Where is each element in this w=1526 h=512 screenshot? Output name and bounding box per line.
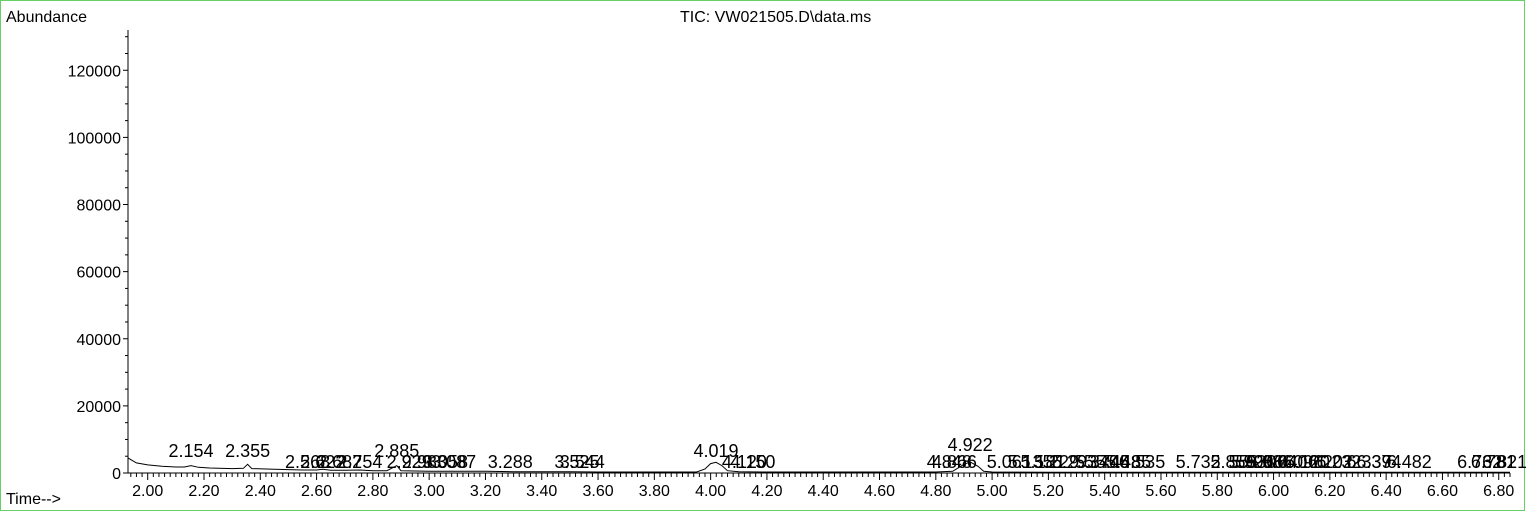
peak-label: 5.930 (1231, 452, 1276, 472)
y-tick-label: 120000 (68, 63, 121, 80)
peak-label: 6.120 (1285, 452, 1330, 472)
peak-label: 6.040 (1262, 452, 1307, 472)
peak-label: 6.482 (1387, 452, 1432, 472)
peak-label: 2.355 (225, 441, 270, 461)
x-tick-label: 3.00 (414, 483, 445, 500)
peak-label: 5.406 (1084, 452, 1129, 472)
peak-label: 6.374 (1356, 452, 1401, 472)
x-tick-label: 3.40 (526, 483, 557, 500)
x-tick-label: 4.60 (864, 483, 895, 500)
peak-label: 5.061 (987, 452, 1032, 472)
peak-label: 6.339 (1346, 452, 1391, 472)
peak-label: 5.732 (1176, 452, 1221, 472)
peak-label: 5.485 (1106, 452, 1151, 472)
peak-label: 4.150 (730, 452, 775, 472)
peak-label: 3.544 (560, 452, 605, 472)
x-tick-label: 3.80 (639, 483, 670, 500)
peak-label: 5.293 (1052, 452, 1097, 472)
peak-label: 5.448 (1096, 452, 1141, 472)
peak-label: 5.920 (1229, 452, 1274, 472)
tic-trace (127, 457, 1510, 473)
peak-label: 4.120 (722, 452, 767, 472)
peak-label: 2.568 (285, 452, 330, 472)
x-tick-label: 4.00 (695, 483, 726, 500)
x-tick-label: 5.40 (1089, 483, 1120, 500)
x-tick-label: 2.20 (188, 483, 219, 500)
x-tick-label: 6.80 (1483, 483, 1514, 500)
peak-label: 4.866 (932, 452, 977, 472)
peak-labels: 2.154 2.355 2.5682.6222.6822.7542.8852.929… (169, 435, 1526, 472)
peak-label: 3.087 (431, 452, 476, 472)
y-tick-label: 40000 (77, 332, 122, 349)
peak-label: 6.096 (1278, 452, 1323, 472)
x-ticks: 2.00 2.20 2.40 2.60 2.80 3.00 3.20 3.40 3.60 3.80… (130, 473, 1514, 500)
y-ticks: 0 20000 40000 60000 80000 100000 120000 (68, 36, 128, 483)
peak-label: 6.732 (1457, 452, 1502, 472)
peak-label: 5.135 (1008, 452, 1053, 472)
x-tick-label: 2.00 (132, 483, 163, 500)
y-tick-label: 60000 (77, 265, 122, 282)
peak-label: 5.181 (1021, 452, 1066, 472)
peak-label: 2.885 (374, 441, 419, 461)
peak-label: 4.019 (693, 441, 738, 461)
x-tick-label: 6.60 (1427, 483, 1458, 500)
peak-label: 5.956 (1239, 452, 1284, 472)
peak-label: 5.229 (1034, 452, 1079, 472)
x-tick-label: 6.00 (1258, 483, 1289, 500)
x-tick-label: 2.60 (301, 483, 332, 500)
x-tick-label: 5.60 (1145, 483, 1176, 500)
y-tick-label: 80000 (77, 198, 122, 215)
peak-label: 2.754 (337, 452, 382, 472)
x-axis-label: Time--> (6, 491, 61, 508)
x-tick-label: 3.60 (582, 483, 613, 500)
x-tick-label: 5.00 (977, 483, 1008, 500)
x-tick-label: 4.80 (920, 483, 951, 500)
x-tick-label: 5.80 (1202, 483, 1233, 500)
peak-label: 3.288 (488, 452, 533, 472)
y-tick-label: 20000 (77, 399, 122, 416)
peak-label: 2.682 (317, 452, 362, 472)
peak-label: 4.922 (948, 435, 993, 455)
x-tick-label: 5.20 (1033, 483, 1064, 500)
peak-label: 6.821 (1482, 452, 1526, 472)
peak-label: 2.929 (387, 452, 432, 472)
peak-label: 6.781 (1471, 452, 1516, 472)
peak-label: 4.848 (927, 452, 972, 472)
peak-label: 6.232 (1316, 452, 1361, 472)
peak-label: 3.525 (554, 452, 599, 472)
x-tick-label: 6.40 (1371, 483, 1402, 500)
x-tick-label: 4.40 (808, 483, 839, 500)
y-tick-label: 0 (112, 466, 121, 483)
x-tick-label: 3.20 (470, 483, 501, 500)
peak-label: 5.535 (1120, 452, 1165, 472)
peak-label: 2.622 (300, 452, 345, 472)
x-tick-label: 6.20 (1314, 483, 1345, 500)
y-tick-label: 100000 (68, 130, 121, 147)
chart-title: TIC: VW021505.D\data.ms (680, 9, 871, 26)
x-tick-label: 2.40 (245, 483, 276, 500)
peak-label: 5.986 (1247, 452, 1292, 472)
peak-label: 5.856 (1211, 452, 1256, 472)
y-axis-label: Abundance (6, 9, 87, 26)
peak-label: 2.154 (169, 441, 214, 461)
x-tick-label: 2.80 (357, 483, 388, 500)
peak-label: 3.058 (423, 452, 468, 472)
peak-label: 6.202 (1308, 452, 1353, 472)
peak-label: 2.983 (402, 452, 447, 472)
peak-label: 5.374 (1075, 452, 1120, 472)
x-tick-label: 4.20 (751, 483, 782, 500)
